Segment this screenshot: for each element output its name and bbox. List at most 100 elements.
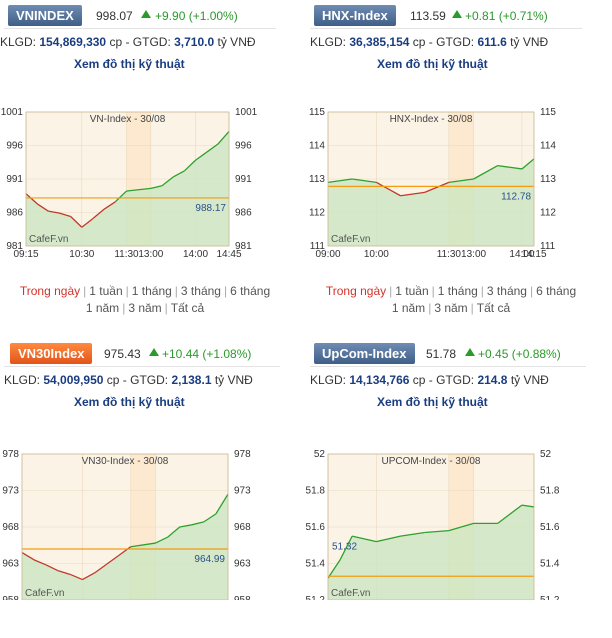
period-links: Trong ngày | 1 tuần | 1 tháng | 3 tháng | 6 thán… <box>0 283 290 317</box>
hnx-index-panel: HNX-Index 113.59 +0.81 (+0.71%) KLGD: 36… <box>306 0 596 315</box>
divider <box>4 366 280 367</box>
y-tick-label-right: 978 <box>234 449 251 460</box>
series-segment <box>106 554 120 565</box>
y-tick-label-left: 51.2 <box>306 595 325 600</box>
y-tick-label-left: 963 <box>2 559 19 570</box>
period-3-year-link[interactable]: 3 năm <box>128 301 162 315</box>
divider <box>310 28 582 29</box>
klgd-value: 14,134,766 <box>349 373 410 387</box>
period-1-month-link[interactable]: 1 tháng <box>437 284 478 298</box>
series-segment <box>70 573 83 581</box>
upcom-index-panel: UpCom-Index 51.78 +0.45 (+0.88%) KLGD: 1… <box>306 338 596 638</box>
x-tick-label: 10:30 <box>69 249 94 260</box>
y-tick-label-right: 991 <box>235 174 252 185</box>
klgd-unit: cp - GTGD: <box>412 373 475 387</box>
period-intraday-link[interactable]: Trong ngày <box>325 284 387 298</box>
index-chart[interactable]: 525251.851.851.651.651.451.451.251.209:0… <box>306 438 596 600</box>
period-1-month-link[interactable]: 1 tháng <box>131 284 172 298</box>
series-segment <box>400 191 425 197</box>
series-segment <box>150 185 163 190</box>
x-tick-label: 13:00 <box>138 249 163 260</box>
y-tick-label-right: 1001 <box>235 107 258 118</box>
x-tick-label: 14:00 <box>509 249 534 260</box>
series-segment <box>339 535 353 561</box>
y-tick-label-left: 114 <box>309 141 325 152</box>
gtgd-value: 3,710.0 <box>174 35 215 49</box>
series-segment <box>448 522 474 532</box>
period-6-month-link[interactable]: 6 tháng <box>536 284 577 298</box>
divider: | <box>529 284 534 298</box>
watermark-label: CafeF.vn <box>331 588 370 599</box>
index-change: +10.44 (+1.08%) <box>162 347 252 361</box>
vn30-index-panel: VN30Index 975.43 +10.44 (+1.08%) KLGD: 5… <box>0 338 290 638</box>
series-segment <box>179 524 192 528</box>
technical-chart-link[interactable]: Xem đồ thị kỹ thuật <box>74 57 185 71</box>
x-tick-label: 10:00 <box>364 249 389 260</box>
y-tick-label-right: 51.6 <box>540 522 560 533</box>
series-segment <box>167 526 181 538</box>
divider: | <box>164 301 168 315</box>
divider: | <box>428 301 432 315</box>
series-segment <box>352 535 377 543</box>
period-all-link[interactable]: Tất cả <box>170 301 205 315</box>
series-segment <box>327 178 353 183</box>
gtgd-value: 2,138.1 <box>171 373 212 387</box>
index-price: 51.78 <box>426 347 457 361</box>
series-segment <box>497 504 523 524</box>
index-badge[interactable]: VNINDEX <box>8 5 82 26</box>
index-change: +0.81 (+0.71%) <box>465 9 548 23</box>
period-all-link[interactable]: Tất cả <box>476 301 511 315</box>
series-segment <box>118 546 132 556</box>
series-segment <box>376 535 401 543</box>
arrow-up-icon <box>465 348 475 356</box>
trading-volume-line: KLGD: 154,869,330 cp - GTGD: 3,710.0 tỷ … <box>0 35 256 49</box>
chart-title: VN30-Index - 30/08 <box>82 456 169 467</box>
index-badge[interactable]: HNX-Index <box>314 5 396 26</box>
gtgd-unit: tỷ VNĐ <box>510 35 549 49</box>
index-badge[interactable]: UpCom-Index <box>314 343 415 364</box>
period-1-year-link[interactable]: 1 năm <box>391 301 426 315</box>
y-tick-label-right: 51.4 <box>540 559 560 570</box>
x-tick-label: 09:00 <box>315 249 340 260</box>
series-segment <box>81 218 94 228</box>
period-1-year-link[interactable]: 1 năm <box>85 301 120 315</box>
y-tick-label-left: 51.4 <box>306 559 325 570</box>
divider: | <box>223 284 228 298</box>
y-tick-label-left: 1001 <box>1 107 24 118</box>
technical-chart-link[interactable]: Xem đồ thị kỹ thuật <box>74 395 185 409</box>
series-segment <box>94 563 107 574</box>
index-chart[interactable]: 97897897397396896896396395895809:1510:30… <box>0 438 290 600</box>
series-segment <box>376 181 401 197</box>
series-segment <box>130 542 156 548</box>
y-tick-label-right: 115 <box>540 107 556 118</box>
series-area <box>22 494 228 600</box>
plot-border <box>25 111 230 247</box>
period-6-month-link[interactable]: 6 tháng <box>230 284 271 298</box>
vnindex-panel: VNINDEX 998.07 +9.90 (+1.00%) KLGD: 154,… <box>0 0 290 315</box>
y-tick-label-left: 986 <box>6 208 23 219</box>
x-tick-label: 14:15 <box>521 249 546 260</box>
x-tick-label: 09:15 <box>13 249 38 260</box>
y-tick-label-right: 114 <box>540 141 556 152</box>
gtgd-unit: tỷ VNĐ <box>214 373 253 387</box>
index-change: +9.90 (+1.00%) <box>155 9 238 23</box>
period-3-month-link[interactable]: 3 tháng <box>486 284 527 298</box>
technical-chart-link[interactable]: Xem đồ thị kỹ thuật <box>377 395 488 409</box>
technical-chart-link[interactable]: Xem đồ thị kỹ thuật <box>377 57 488 71</box>
series-segment <box>497 164 523 170</box>
arrow-up-icon <box>452 10 462 18</box>
period-1-week-link[interactable]: 1 tuần <box>89 284 123 298</box>
index-price: 113.59 <box>410 9 446 23</box>
y-tick-label-right: 52 <box>540 449 552 460</box>
period-1-week-link[interactable]: 1 tuần <box>395 284 429 298</box>
index-price: 975.43 <box>104 347 141 361</box>
period-3-year-link[interactable]: 3 năm <box>434 301 468 315</box>
trading-volume-line: KLGD: 14,134,766 cp - GTGD: 214.8 tỷ VNĐ <box>310 373 549 387</box>
period-intraday-link[interactable]: Trong ngày <box>19 284 81 298</box>
gtgd-value: 611.6 <box>477 35 507 49</box>
klgd-unit: cp - GTGD: <box>412 35 475 49</box>
index-badge[interactable]: VN30Index <box>10 343 93 364</box>
period-3-month-link[interactable]: 3 tháng <box>180 284 221 298</box>
